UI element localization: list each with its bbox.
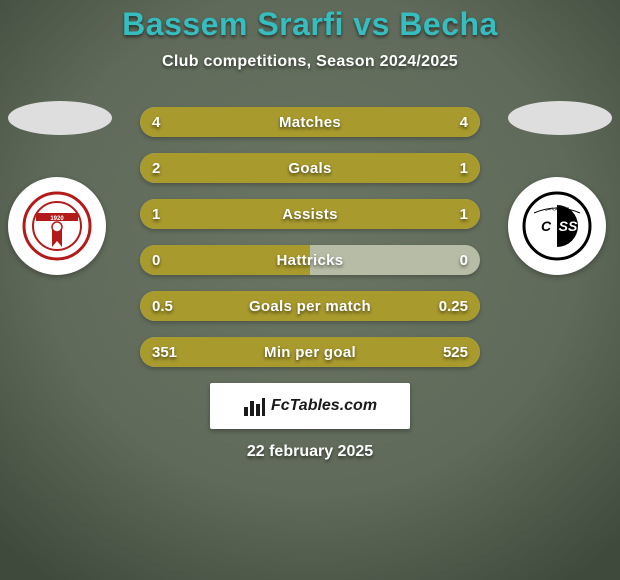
svg-text:1920: 1920 bbox=[50, 216, 64, 222]
svg-text:SS: SS bbox=[559, 218, 578, 234]
watermark-text: FcTables.com bbox=[271, 397, 377, 415]
crest-right-icon: C SS النادي الرياضي bbox=[522, 191, 592, 261]
row-value-right: 1 bbox=[448, 153, 480, 183]
player-right-photo bbox=[508, 101, 612, 135]
svg-text:النادي الرياضي: النادي الرياضي bbox=[545, 206, 569, 211]
player-right: C SS النادي الرياضي bbox=[508, 101, 612, 275]
row-label: Goals bbox=[140, 153, 480, 183]
comparison-block: 1920 C SS النادي الرياضي bbox=[0, 107, 620, 461]
subtitle: Club competitions, Season 2024/2025 bbox=[0, 53, 620, 71]
date-label: 22 february 2025 bbox=[0, 443, 620, 461]
crest-left-icon: 1920 bbox=[22, 191, 92, 261]
stat-row: 1 Assists 1 bbox=[140, 199, 480, 229]
row-label: Matches bbox=[140, 107, 480, 137]
stat-rows: 4 Matches 4 2 Goals 1 1 Assists 1 bbox=[140, 107, 480, 367]
stat-row: 4 Matches 4 bbox=[140, 107, 480, 137]
chart-bars-icon bbox=[243, 395, 265, 417]
player-left-crest: 1920 bbox=[8, 177, 106, 275]
svg-text:C: C bbox=[541, 218, 552, 234]
row-value-right: 0.25 bbox=[427, 291, 480, 321]
watermark[interactable]: FcTables.com bbox=[210, 383, 410, 429]
page-title: Bassem Srarfi vs Becha bbox=[0, 6, 620, 43]
stat-row: 351 Min per goal 525 bbox=[140, 337, 480, 367]
stat-row: 0 Hattricks 0 bbox=[140, 245, 480, 275]
row-label: Hattricks bbox=[140, 245, 480, 275]
row-value-right: 0 bbox=[448, 245, 480, 275]
row-value-right: 1 bbox=[448, 199, 480, 229]
row-label: Min per goal bbox=[140, 337, 480, 367]
stat-row: 0.5 Goals per match 0.25 bbox=[140, 291, 480, 321]
row-value-right: 525 bbox=[431, 337, 480, 367]
stat-row: 2 Goals 1 bbox=[140, 153, 480, 183]
player-left-photo bbox=[8, 101, 112, 135]
player-right-crest: C SS النادي الرياضي bbox=[508, 177, 606, 275]
row-label: Assists bbox=[140, 199, 480, 229]
row-value-right: 4 bbox=[448, 107, 480, 137]
player-left: 1920 bbox=[8, 101, 112, 275]
